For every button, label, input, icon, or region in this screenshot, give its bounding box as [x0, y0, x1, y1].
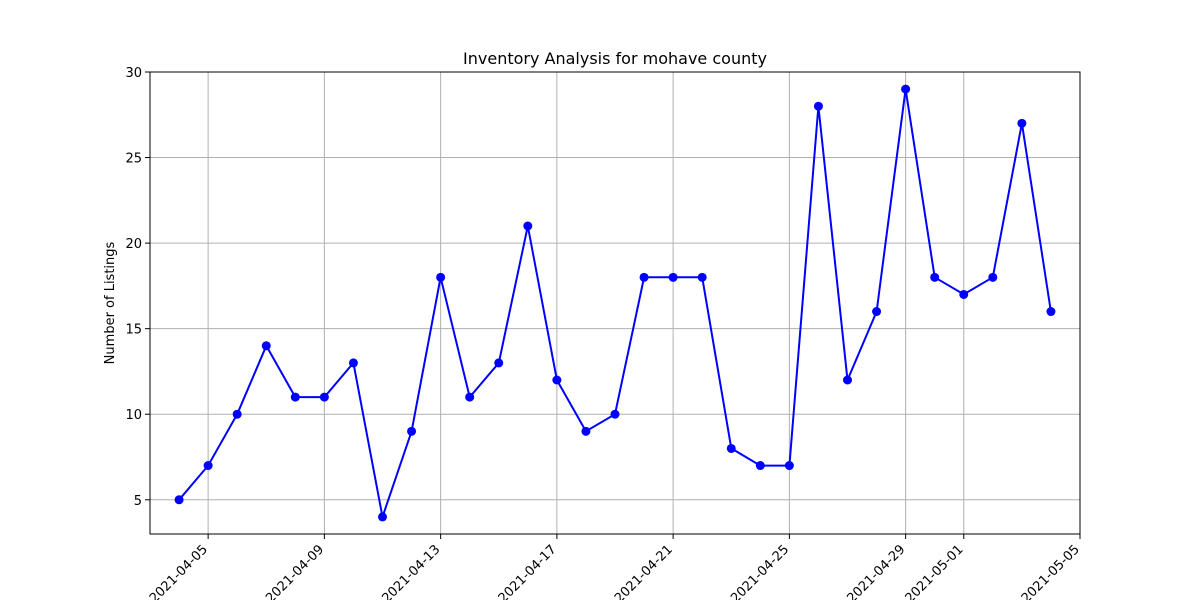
data-point: [290, 392, 300, 402]
data-point: [348, 358, 358, 368]
x-tick-label: 2021-04-09: [263, 542, 327, 600]
x-tick-label: 2021-04-05: [147, 542, 211, 600]
data-point: [203, 461, 213, 471]
data-point: [901, 84, 911, 94]
series-line: [174, 84, 1056, 522]
data-point: [610, 409, 620, 419]
data-point: [523, 221, 533, 231]
data-point: [639, 272, 649, 282]
data-point: [407, 426, 417, 436]
data-point: [552, 375, 562, 385]
y-tick-label: 10: [125, 408, 142, 423]
data-point: [755, 461, 765, 471]
y-tick-label: 25: [125, 152, 142, 167]
data-point: [581, 426, 591, 436]
chart-title: Inventory Analysis for mohave county: [463, 49, 767, 68]
data-point: [726, 443, 736, 453]
x-tick-label: 2021-04-17: [496, 542, 560, 600]
data-point: [174, 495, 184, 505]
data-point: [436, 272, 446, 282]
x-tick-label: 2021-04-29: [844, 542, 908, 600]
data-point: [784, 461, 794, 471]
data-point: [843, 375, 852, 385]
y-tick-label: 30: [125, 66, 142, 81]
data-point: [1046, 307, 1056, 317]
data-point: [232, 409, 242, 419]
x-tick-label: 2021-04-21: [612, 542, 676, 600]
y-axis: 5 10 15 20 25 30: [125, 66, 150, 509]
series-line-path: [178, 88, 1052, 521]
data-point: [930, 272, 940, 282]
data-point: [872, 307, 882, 317]
data-point: [319, 392, 329, 402]
data-point: [465, 392, 475, 402]
x-tick-label: 2021-04-25: [728, 542, 792, 600]
grid-lines: [150, 71, 1081, 534]
data-point: [1017, 118, 1027, 128]
x-axis: 2021-04-05 2021-04-09 2021-04-13 2021-04-17…: [147, 534, 1083, 600]
y-tick-label: 5: [134, 494, 142, 509]
data-point: [668, 272, 678, 282]
data-point: [378, 512, 387, 522]
x-tick-label: 2021-05-01: [903, 542, 967, 600]
data-point: [988, 272, 998, 282]
data-point: [959, 289, 969, 299]
y-tick-label: 15: [125, 323, 142, 338]
y-axis-label: Number of Listings: [103, 241, 118, 364]
x-tick-label: 2021-05-05: [1019, 542, 1083, 600]
y-tick-label: 20: [125, 237, 142, 252]
plot-area: [149, 71, 1081, 535]
data-point: [813, 101, 823, 111]
data-point: [494, 358, 504, 368]
data-point: [697, 272, 707, 282]
data-point: [261, 341, 271, 351]
x-tick-label: 2021-04-13: [379, 542, 443, 600]
